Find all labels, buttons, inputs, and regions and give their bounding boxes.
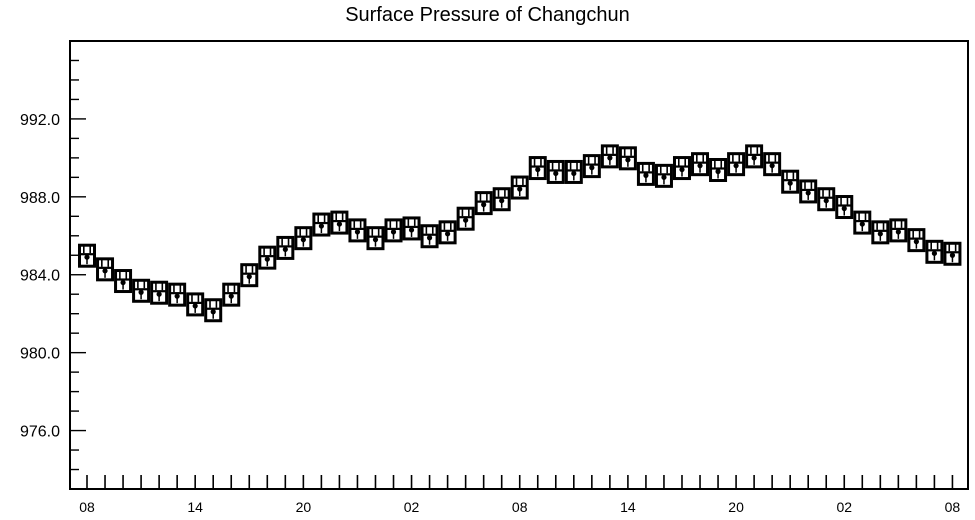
data-point — [276, 235, 295, 260]
data-point — [168, 282, 187, 307]
data-point — [456, 206, 475, 231]
data-point — [871, 220, 890, 245]
data-point — [294, 226, 313, 251]
data-point — [312, 212, 331, 237]
x-tick-label: 14 — [620, 499, 636, 515]
data-point — [240, 263, 259, 288]
data-point — [186, 292, 205, 317]
data-point — [78, 243, 96, 268]
data-point — [636, 161, 655, 186]
y-tick-label: 980.0 — [20, 346, 60, 363]
data-point — [492, 187, 511, 212]
data-point — [420, 224, 439, 249]
data-point — [672, 156, 691, 181]
data-point — [691, 152, 710, 177]
x-tick-label: 08 — [512, 499, 528, 515]
data-point — [258, 245, 277, 270]
data-point — [618, 146, 637, 171]
data-point — [564, 159, 583, 184]
chart-title: Surface Pressure of Changchun — [345, 4, 630, 26]
y-tick-label: 988.0 — [20, 190, 60, 207]
data-point — [330, 210, 349, 235]
data-point — [799, 179, 818, 204]
data-point — [763, 152, 782, 177]
data-point — [528, 156, 547, 181]
data-point — [132, 278, 151, 303]
data-point — [366, 226, 385, 251]
data-point — [384, 218, 403, 243]
y-axis: 976.0 980.0 984.0 988.0 992.0 — [20, 40, 86, 490]
data-point — [745, 144, 764, 169]
data-point — [510, 175, 529, 200]
y-tick-label: 992.0 — [20, 112, 60, 129]
y-tick-label: 984.0 — [20, 268, 60, 285]
data-point — [474, 191, 493, 216]
data-point — [96, 257, 115, 282]
x-tick-label: 02 — [404, 499, 420, 515]
data-point — [222, 282, 241, 307]
x-tick-label: 14 — [187, 499, 203, 515]
data-point — [925, 239, 944, 264]
y-tick-label: 976.0 — [20, 424, 60, 441]
data-point — [709, 158, 728, 183]
data-point — [853, 210, 872, 235]
x-axis: 08 14 20 02 08 14 20 02 08 — [79, 475, 960, 515]
data-point — [727, 152, 746, 177]
x-tick-label: 08 — [945, 499, 961, 515]
data-point — [204, 298, 223, 323]
plot-frame — [69, 40, 969, 490]
data-point — [835, 195, 854, 220]
data-point — [348, 218, 367, 243]
data-markers — [78, 144, 962, 323]
x-tick-label: 20 — [296, 499, 312, 515]
data-point — [654, 163, 673, 188]
x-tick-label: 02 — [836, 499, 852, 515]
data-point — [438, 220, 457, 245]
data-point — [150, 280, 169, 305]
data-point — [943, 241, 962, 266]
data-point — [889, 218, 908, 243]
data-point — [582, 154, 601, 179]
data-point — [546, 159, 565, 184]
data-point — [781, 169, 800, 194]
data-point — [402, 216, 421, 241]
data-point — [817, 187, 836, 212]
x-tick-label: 20 — [728, 499, 744, 515]
x-tick-label: 08 — [79, 499, 95, 515]
data-point — [907, 228, 926, 253]
data-point — [600, 144, 619, 169]
data-point — [114, 269, 133, 294]
